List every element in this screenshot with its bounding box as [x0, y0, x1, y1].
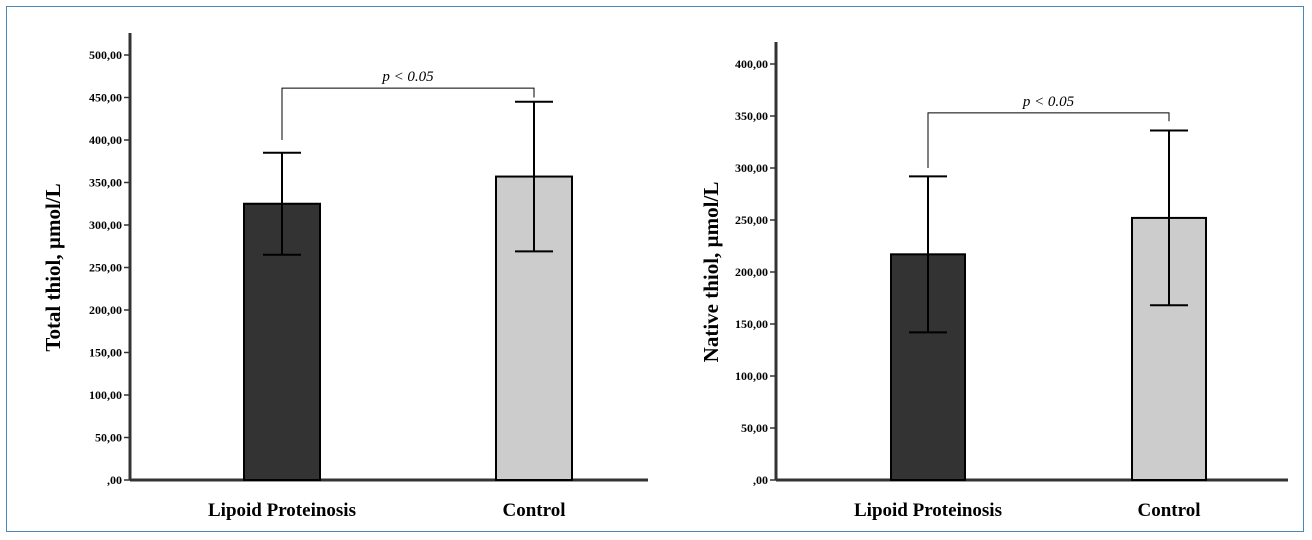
y-tick-label: 200,00 [735, 265, 768, 279]
y-tick-label: 450,00 [89, 91, 122, 105]
y-tick-label: 300,00 [735, 161, 768, 175]
y-tick-label: 400,00 [735, 57, 768, 71]
y-tick-label: 50,00 [741, 421, 768, 435]
significance-bracket [281, 87, 535, 140]
category-label: Control [503, 500, 566, 521]
y-tick-label: ,00 [107, 473, 122, 487]
y-tick-label: 500,00 [89, 48, 122, 62]
y-tick-label: 150,00 [89, 346, 122, 360]
p-value-label: p < 0.05 [1022, 94, 1075, 110]
y-tick-label: 250,00 [735, 213, 768, 227]
y-tick-label: 250,00 [89, 261, 122, 275]
y-tick-label: ,00 [753, 473, 768, 487]
y-tick-label: 50,00 [95, 431, 122, 445]
y-tick-label: 100,00 [735, 369, 768, 383]
total-thiol-chart: ,00 50,00 100,00 150,00 200,00 250,00 300,00 35… [41, 33, 648, 521]
y-tick-label: 300,00 [89, 218, 122, 232]
y-tick-label: 350,00 [735, 109, 768, 123]
category-label: Lipoid Proteinosis [208, 500, 356, 521]
y-tick-label: 200,00 [89, 303, 122, 317]
category-label: Lipoid Proteinosis [854, 500, 1002, 521]
figure-frame [6, 6, 1304, 532]
y-tick-label: 400,00 [89, 133, 122, 147]
y-tick-label: 350,00 [89, 176, 122, 190]
y-tick-label: 100,00 [89, 388, 122, 402]
significance-bracket [927, 112, 1170, 168]
category-label: Control [1138, 500, 1201, 521]
y-tick-label: 150,00 [735, 317, 768, 331]
p-value-label: p < 0.05 [381, 69, 434, 85]
y-axis-title: Native thiol, µmol/L [699, 182, 723, 363]
y-axis-title: Total thiol, µmol/L [41, 183, 65, 351]
